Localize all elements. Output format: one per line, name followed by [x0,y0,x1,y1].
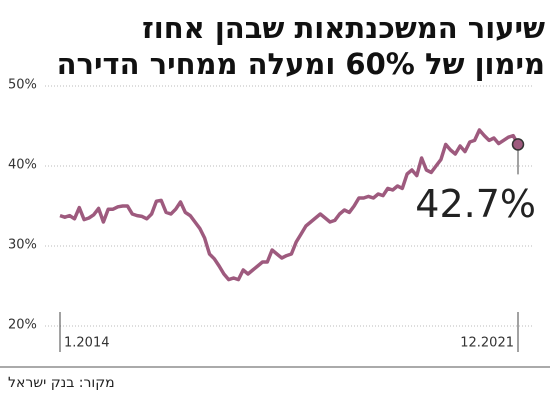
y-tick-label: 20% [8,318,37,333]
end-marker [511,138,525,151]
chart-title: מימון של 60% ומעלה ממחיר הדירה [57,47,545,81]
y-tick-label: 30% [8,238,37,253]
x-tick-label: 12.2021 [460,336,514,351]
y-tick-label: 40% [8,158,37,173]
chart-title: שיעור המשכנתאות שבהן אחוז [142,11,545,45]
value-label: 42.7% [415,182,536,226]
x-tick-label: 1.2014 [64,336,110,351]
y-tick-label: 50% [8,78,37,93]
data-line [59,128,520,282]
source: מקור: בנק ישראל [8,375,115,391]
